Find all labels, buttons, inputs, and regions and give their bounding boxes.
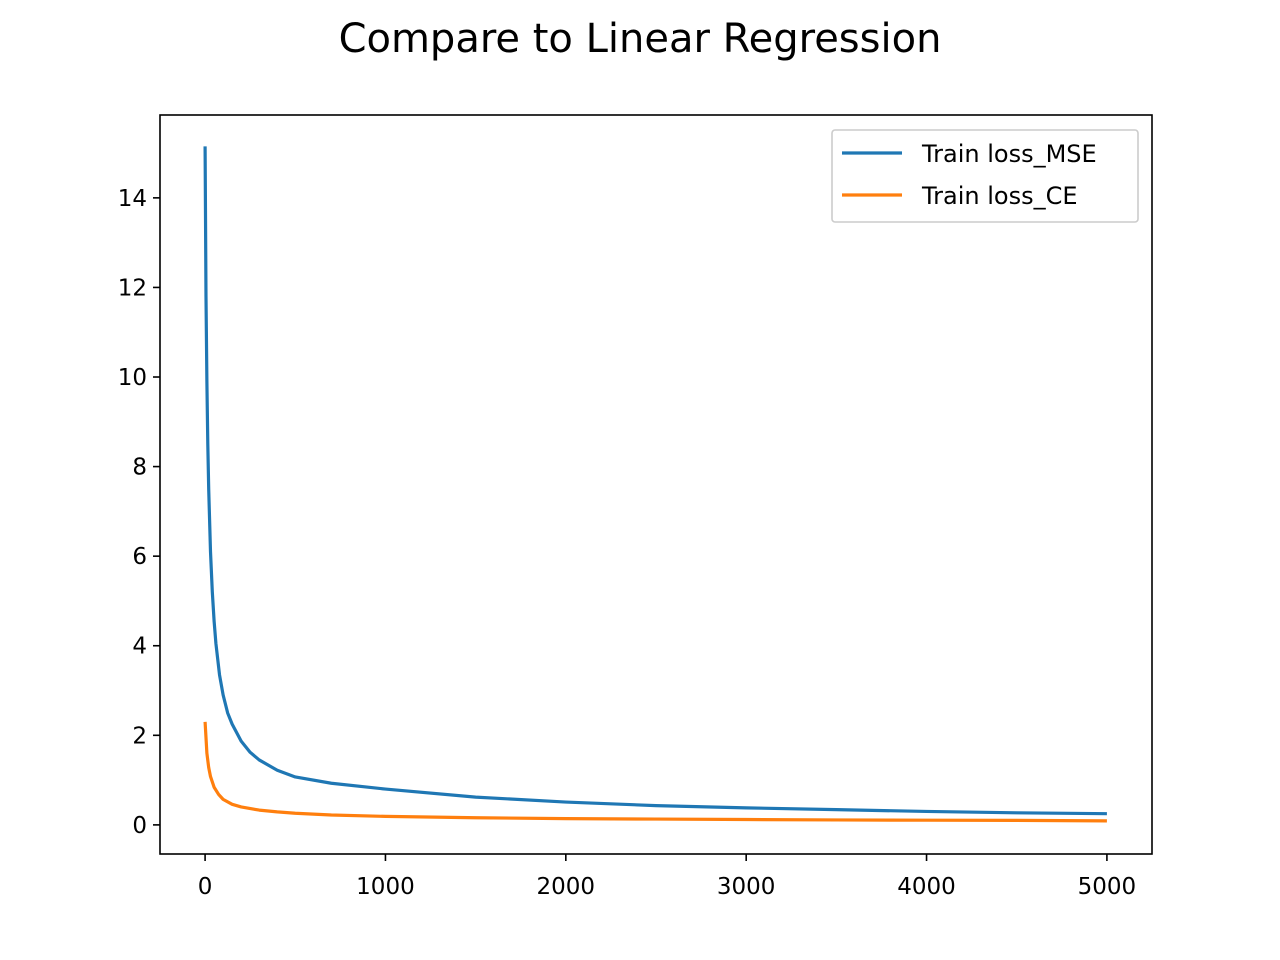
- x-tick-label-3: 3000: [717, 874, 776, 900]
- x-tick-label-2: 2000: [537, 874, 596, 900]
- x-tick-label-5: 5000: [1078, 874, 1137, 900]
- x-axis: 0 1000 2000 3000 4000 5000: [198, 854, 1136, 900]
- y-axis: 0 2 4 6 8 10 12 14: [118, 186, 160, 839]
- legend-items: Train loss_MSE Train loss_CE: [842, 140, 1097, 210]
- chart-title: Compare to Linear Regression: [339, 16, 942, 62]
- series-line-0: [203, 146, 1107, 816]
- legend: Train loss_MSE Train loss_CE: [831, 129, 1139, 223]
- y-tick-label-3: 6: [132, 544, 147, 570]
- y-tick-label-7: 14: [118, 186, 147, 212]
- legend-label-1: Train loss_CE: [921, 182, 1078, 210]
- y-tick-label-1: 2: [132, 723, 147, 749]
- y-tick-label-0: 0: [132, 813, 147, 839]
- axes-frame: [159, 114, 1153, 855]
- x-tick-label-4: 4000: [897, 874, 956, 900]
- y-tick-label-6: 12: [118, 275, 147, 301]
- legend-box: [831, 129, 1139, 223]
- y-tick-label-5: 10: [118, 365, 147, 391]
- legend-label-0: Train loss_MSE: [921, 140, 1097, 168]
- x-tick-label-1: 1000: [356, 874, 415, 900]
- y-tick-label-4: 8: [132, 455, 147, 481]
- x-tick-label-0: 0: [198, 874, 213, 900]
- series-line-1: [203, 721, 1107, 823]
- plot-layer: [203, 146, 1107, 823]
- y-tick-label-2: 4: [132, 634, 147, 660]
